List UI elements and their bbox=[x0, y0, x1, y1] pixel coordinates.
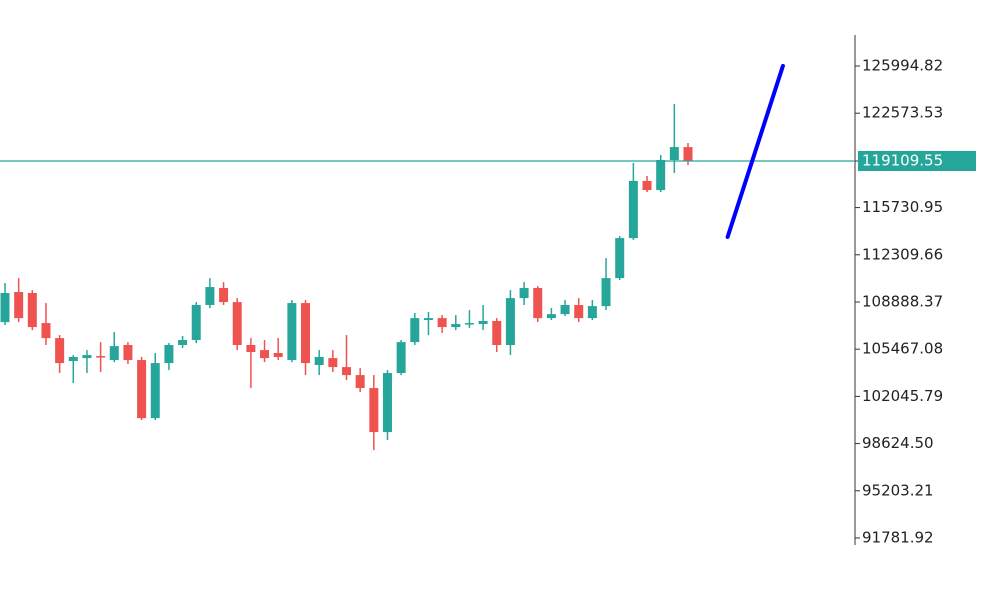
candle-body bbox=[423, 318, 433, 321]
y-tick-label: 108888.37 bbox=[862, 292, 943, 310]
candle-body bbox=[68, 357, 78, 362]
candle-body bbox=[533, 288, 543, 319]
candle-body bbox=[191, 304, 201, 341]
candle-body bbox=[369, 388, 379, 433]
candle-body bbox=[464, 323, 474, 325]
candle-body bbox=[628, 180, 638, 239]
candle-body bbox=[574, 304, 584, 319]
candle-body bbox=[260, 350, 270, 359]
candle-body bbox=[546, 314, 556, 319]
candle-body bbox=[355, 375, 365, 389]
candle-body bbox=[164, 345, 174, 364]
y-tick-label: 98624.50 bbox=[862, 434, 934, 452]
candle-body bbox=[656, 160, 666, 191]
candle-body bbox=[27, 292, 37, 328]
candle-body bbox=[492, 320, 502, 346]
current-price-label: 119109.55 bbox=[862, 151, 943, 169]
candle-body bbox=[587, 306, 597, 319]
candle-body bbox=[642, 180, 652, 191]
candle-body bbox=[478, 320, 488, 325]
candle-body bbox=[437, 318, 447, 328]
candle-body bbox=[519, 288, 529, 299]
candle-body bbox=[41, 323, 51, 339]
y-tick-label: 91781.92 bbox=[862, 528, 934, 546]
candle-body bbox=[560, 304, 570, 315]
candle-body bbox=[287, 303, 297, 361]
candle-body bbox=[55, 338, 65, 364]
y-tick-label: 125994.82 bbox=[862, 56, 943, 74]
candle-body bbox=[601, 278, 611, 307]
candle-body bbox=[205, 287, 215, 305]
candle-body bbox=[342, 367, 351, 376]
candle-body bbox=[683, 147, 693, 161]
candle-body bbox=[137, 360, 147, 419]
candle-body bbox=[82, 355, 92, 359]
candle-body bbox=[314, 357, 324, 366]
candle-body bbox=[123, 345, 133, 361]
candle-body bbox=[246, 345, 256, 353]
candle-body bbox=[451, 324, 461, 328]
y-tick-label: 115730.95 bbox=[862, 198, 943, 216]
candle-body bbox=[669, 147, 679, 161]
candle-body bbox=[382, 373, 392, 433]
candle-body bbox=[14, 292, 24, 319]
candle-body bbox=[328, 358, 338, 368]
y-tick-label: 102045.79 bbox=[862, 387, 943, 405]
current-price-box bbox=[858, 150, 976, 171]
candle-body bbox=[150, 363, 160, 419]
y-tick-label: 95203.21 bbox=[862, 481, 934, 499]
candle-body bbox=[109, 346, 119, 361]
candle-body bbox=[396, 342, 406, 374]
y-tick-label: 122573.53 bbox=[862, 104, 943, 122]
candle-body bbox=[219, 288, 229, 303]
candle-body bbox=[301, 303, 311, 364]
trend-line bbox=[725, 63, 785, 239]
candle-body bbox=[505, 298, 515, 346]
candle-body bbox=[273, 353, 283, 358]
candle-body bbox=[178, 340, 188, 346]
y-tick-label: 112309.66 bbox=[862, 245, 943, 263]
candle-body bbox=[410, 318, 420, 343]
candle-body bbox=[96, 356, 106, 358]
candle-body bbox=[615, 238, 625, 279]
y-tick-label: 105467.08 bbox=[862, 340, 943, 358]
candle-body bbox=[232, 302, 242, 346]
candle-body bbox=[0, 292, 10, 323]
